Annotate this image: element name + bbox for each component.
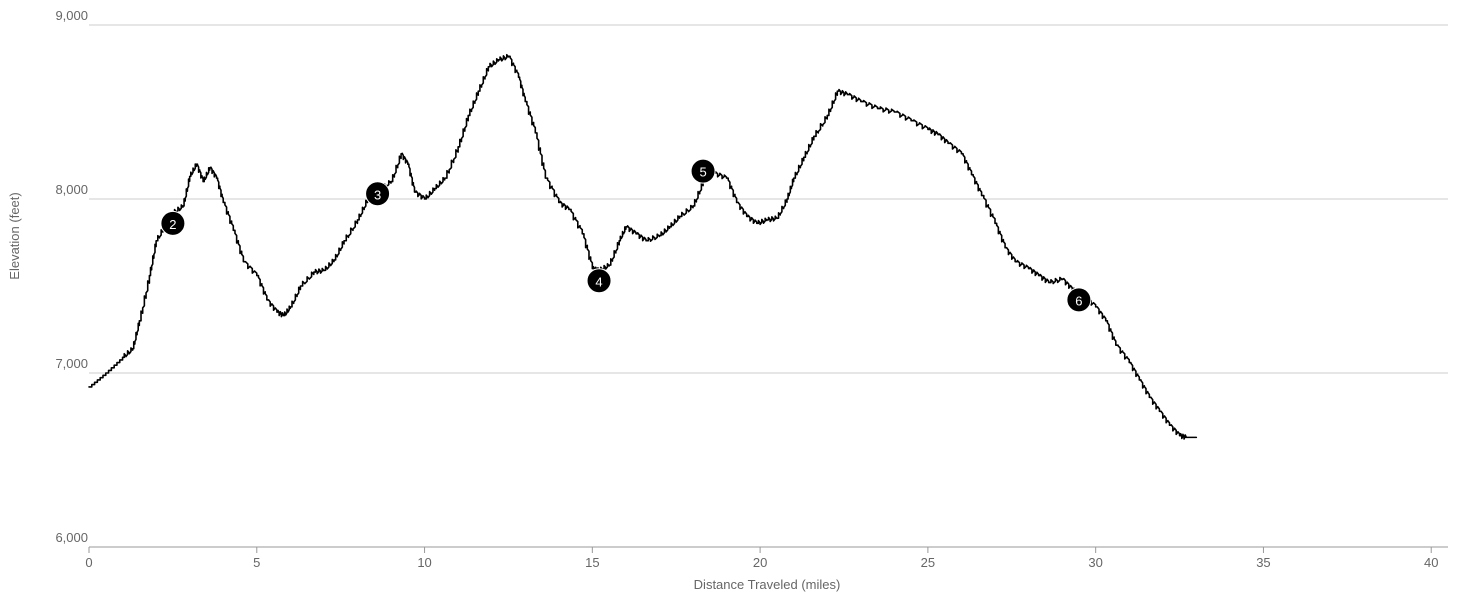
waypoint-marker-circle (586, 268, 612, 294)
waypoint-marker-label: 6 (1075, 293, 1082, 308)
x-tick-label: 30 (1088, 555, 1102, 570)
waypoint-marker-label: 2 (169, 217, 176, 232)
grid-layer (89, 24, 1448, 374)
series-layer (88, 53, 1198, 440)
waypoint-marker-label: 5 (699, 165, 706, 180)
waypoint-marker: 3 (365, 181, 391, 207)
waypoint-marker-circle (690, 158, 716, 184)
waypoint-marker: 5 (690, 158, 716, 184)
x-tick-label: 15 (585, 555, 599, 570)
y-tick-label: 7,000 (55, 356, 88, 371)
y-tick-label: 6,000 (55, 530, 88, 545)
waypoint-marker-circle (160, 210, 186, 236)
x-axis-title: Distance Traveled (miles) (694, 577, 841, 592)
x-tick-label: 40 (1424, 555, 1438, 570)
y-axis-title: Elevation (feet) (7, 192, 22, 279)
y-tick-label: 9,000 (55, 8, 88, 23)
waypoint-marker-label: 4 (595, 274, 602, 289)
waypoint-marker-circle (365, 181, 391, 207)
y-tick-label: 8,000 (55, 182, 88, 197)
waypoint-marker: 6 (1066, 287, 1092, 313)
waypoint-marker: 4 (586, 268, 612, 294)
x-tick-label: 35 (1256, 555, 1270, 570)
elevation-profile-line (88, 53, 1198, 440)
x-tick-label: 0 (85, 555, 92, 570)
waypoint-marker: 2 (160, 210, 186, 236)
x-tick-label: 10 (417, 555, 431, 570)
waypoint-marker-circle (1066, 287, 1092, 313)
marker-layer: 2 3 4 5 6 (160, 158, 1092, 313)
x-tick-label: 20 (753, 555, 767, 570)
waypoint-marker-label: 3 (374, 187, 381, 202)
x-tick-label: 5 (253, 555, 260, 570)
x-tick-label: 25 (921, 555, 935, 570)
